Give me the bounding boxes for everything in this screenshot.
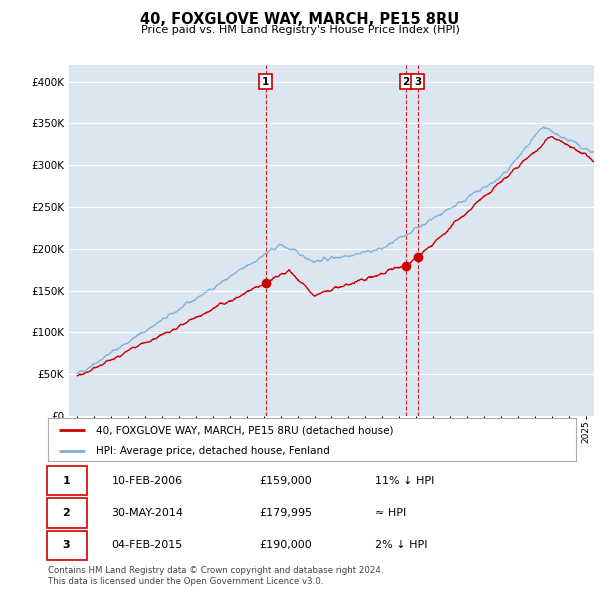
Text: ≈ HPI: ≈ HPI [376, 508, 407, 518]
FancyBboxPatch shape [47, 466, 86, 496]
Text: 40, FOXGLOVE WAY, MARCH, PE15 8RU (detached house): 40, FOXGLOVE WAY, MARCH, PE15 8RU (detac… [95, 425, 393, 435]
Text: 2% ↓ HPI: 2% ↓ HPI [376, 540, 428, 550]
Text: 2: 2 [62, 508, 70, 518]
Text: 1: 1 [262, 77, 269, 87]
Text: £159,000: £159,000 [259, 476, 312, 486]
Text: HPI: Average price, detached house, Fenland: HPI: Average price, detached house, Fenl… [95, 445, 329, 455]
Text: 2: 2 [403, 77, 410, 87]
Text: 11% ↓ HPI: 11% ↓ HPI [376, 476, 435, 486]
Text: £179,995: £179,995 [259, 508, 313, 518]
Text: 3: 3 [62, 540, 70, 550]
Text: Price paid vs. HM Land Registry's House Price Index (HPI): Price paid vs. HM Land Registry's House … [140, 25, 460, 35]
Text: 40, FOXGLOVE WAY, MARCH, PE15 8RU: 40, FOXGLOVE WAY, MARCH, PE15 8RU [140, 12, 460, 27]
Text: 10-FEB-2006: 10-FEB-2006 [112, 476, 182, 486]
FancyBboxPatch shape [47, 530, 86, 560]
FancyBboxPatch shape [47, 499, 86, 527]
Text: Contains HM Land Registry data © Crown copyright and database right 2024.
This d: Contains HM Land Registry data © Crown c… [48, 566, 383, 586]
Text: £190,000: £190,000 [259, 540, 312, 550]
Text: 04-FEB-2015: 04-FEB-2015 [112, 540, 182, 550]
Text: 1: 1 [62, 476, 70, 486]
Text: 3: 3 [414, 77, 421, 87]
Text: 30-MAY-2014: 30-MAY-2014 [112, 508, 184, 518]
